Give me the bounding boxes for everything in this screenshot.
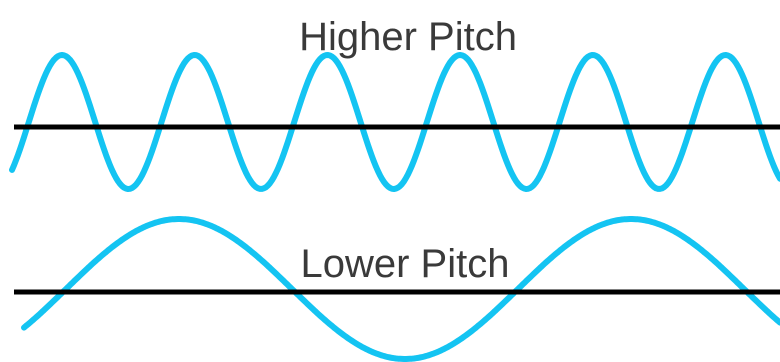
higher-pitch-label: Higher Pitch [299,15,517,59]
higher-pitch-wave [9,52,780,192]
lower-pitch-wave [21,216,780,362]
lower-pitch-label: Lower Pitch [301,242,510,286]
